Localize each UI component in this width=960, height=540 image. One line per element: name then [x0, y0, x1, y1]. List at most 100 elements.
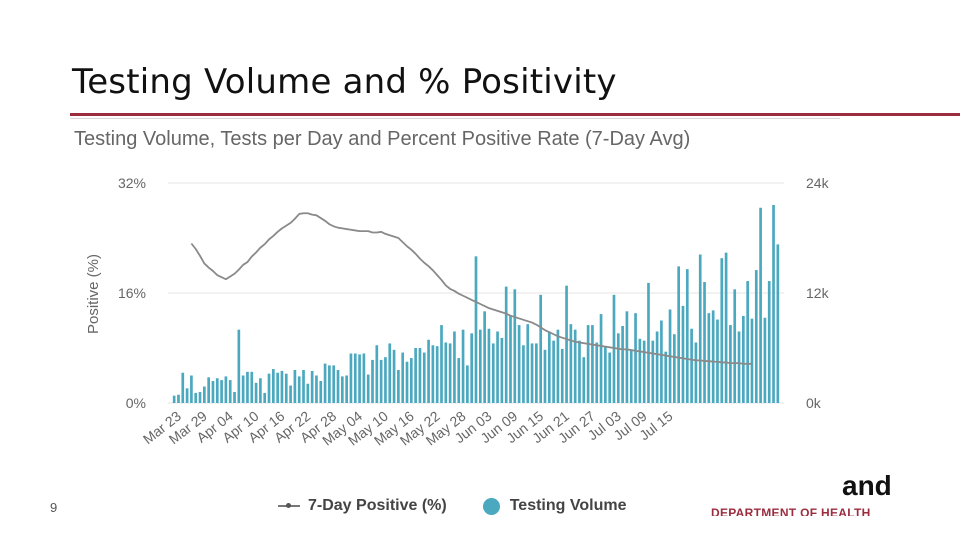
bar-testing-volume — [556, 329, 560, 403]
bar-testing-volume — [284, 373, 288, 403]
y-right-tick-label: 24k — [806, 175, 830, 191]
bar-testing-volume — [280, 370, 284, 403]
legend-line-icon — [278, 503, 300, 508]
bar-testing-volume — [478, 329, 482, 403]
title-rule-secondary — [70, 118, 840, 119]
bar-testing-volume — [448, 343, 452, 403]
bar-testing-volume — [371, 359, 374, 403]
legend-dot-icon — [482, 497, 500, 515]
bar-testing-volume — [711, 310, 715, 403]
bar-testing-volume — [289, 385, 292, 403]
bar-testing-volume — [172, 395, 176, 403]
bar-testing-volume — [737, 331, 741, 403]
bar-testing-volume — [276, 372, 279, 403]
bar-testing-volume — [552, 340, 555, 403]
bar-testing-volume — [384, 357, 387, 403]
bar-testing-volume — [431, 345, 435, 403]
bar-testing-volume — [435, 346, 439, 403]
title-rule — [70, 113, 960, 116]
bar-testing-volume — [655, 331, 659, 403]
bar-testing-volume — [405, 361, 409, 403]
line-series-positive-pct — [190, 212, 752, 365]
bar-testing-volume — [203, 386, 206, 403]
bar-testing-volume — [336, 370, 340, 403]
bar-testing-volume — [319, 381, 323, 403]
bar-testing-volume — [543, 349, 547, 403]
bar-testing-volume — [763, 317, 767, 403]
bar-testing-volume — [177, 394, 180, 403]
bar-testing-volume — [375, 345, 379, 403]
bar-testing-volume — [720, 258, 724, 403]
bar-testing-volume — [310, 370, 314, 403]
bar-testing-volume — [522, 345, 525, 403]
slide-title: Testing Volume and % Positivity — [72, 62, 617, 102]
bar-testing-volume — [444, 342, 448, 403]
y-left-tick-label: 32% — [118, 175, 146, 191]
bar-testing-volume — [332, 365, 336, 403]
bar-testing-volume — [254, 382, 258, 403]
bar-testing-volume — [453, 331, 456, 403]
bar-testing-volume — [621, 326, 624, 403]
bar-testing-volume — [198, 392, 202, 403]
bar-testing-volume — [677, 266, 680, 403]
bar-testing-volume — [233, 392, 236, 403]
bar-testing-volume — [604, 346, 607, 403]
y-right-tick-label: 0k — [806, 395, 822, 411]
bar-testing-volume — [362, 353, 366, 403]
bar-testing-volume — [591, 325, 594, 403]
bar-testing-volume — [681, 305, 685, 403]
y-axis-left-label: Positive (%) — [85, 254, 102, 334]
bar-testing-volume — [673, 334, 676, 403]
bar-testing-volume — [422, 352, 426, 403]
bar-testing-volume — [470, 333, 474, 403]
bar-testing-volume — [220, 380, 223, 403]
bar-testing-volume — [267, 373, 271, 403]
line-positive-pct — [190, 212, 752, 365]
bar-testing-volume — [746, 281, 749, 403]
bar-testing-volume — [181, 372, 185, 403]
bar-testing-volume — [729, 325, 732, 403]
bar-testing-volume — [315, 375, 318, 403]
bar-testing-volume — [565, 285, 568, 403]
bar-testing-volume — [358, 354, 361, 403]
bar-testing-volume — [379, 359, 383, 403]
bar-testing-volume — [215, 378, 219, 403]
bar-testing-volume — [547, 331, 551, 403]
bar-testing-volume — [194, 392, 198, 403]
bar-testing-volume — [500, 337, 504, 403]
bar-testing-volume — [474, 256, 478, 403]
bar-testing-volume — [224, 376, 228, 403]
bar-testing-volume — [328, 365, 331, 403]
bar-testing-volume — [634, 313, 637, 403]
bar-testing-volume — [323, 363, 327, 403]
bar-testing-volume — [754, 270, 758, 403]
bar-testing-volume — [517, 325, 521, 403]
bar-testing-volume — [586, 325, 590, 403]
bar-testing-volume — [237, 329, 241, 403]
bar-testing-volume — [349, 353, 353, 403]
bar-testing-volume — [345, 375, 348, 403]
bar-testing-volume — [664, 351, 668, 403]
y-right-tick-label: 12k — [806, 285, 830, 301]
bar-testing-volume — [595, 342, 599, 403]
bar-testing-volume — [698, 254, 702, 403]
bar-testing-volume — [397, 370, 400, 403]
y-left-tick-label: 0% — [126, 395, 146, 411]
bar-testing-volume — [759, 207, 762, 403]
bar-testing-volume — [409, 358, 413, 403]
chart-legend: 7-Day Positive (%) Testing Volume — [278, 494, 626, 518]
legend-item-positive: 7-Day Positive (%) — [308, 497, 447, 514]
bar-testing-volume — [526, 324, 530, 403]
bar-testing-volume — [513, 289, 517, 403]
bar-testing-volume — [440, 325, 443, 403]
bar-testing-volume — [638, 338, 642, 403]
bar-testing-volume — [272, 369, 275, 403]
bar-testing-volume — [629, 349, 633, 403]
bar-testing-volume — [569, 324, 573, 403]
y-left-tick-label: 16% — [118, 285, 146, 301]
bar-testing-volume — [414, 348, 417, 403]
bar-testing-volume — [608, 352, 612, 403]
bar-testing-volume — [461, 329, 465, 403]
